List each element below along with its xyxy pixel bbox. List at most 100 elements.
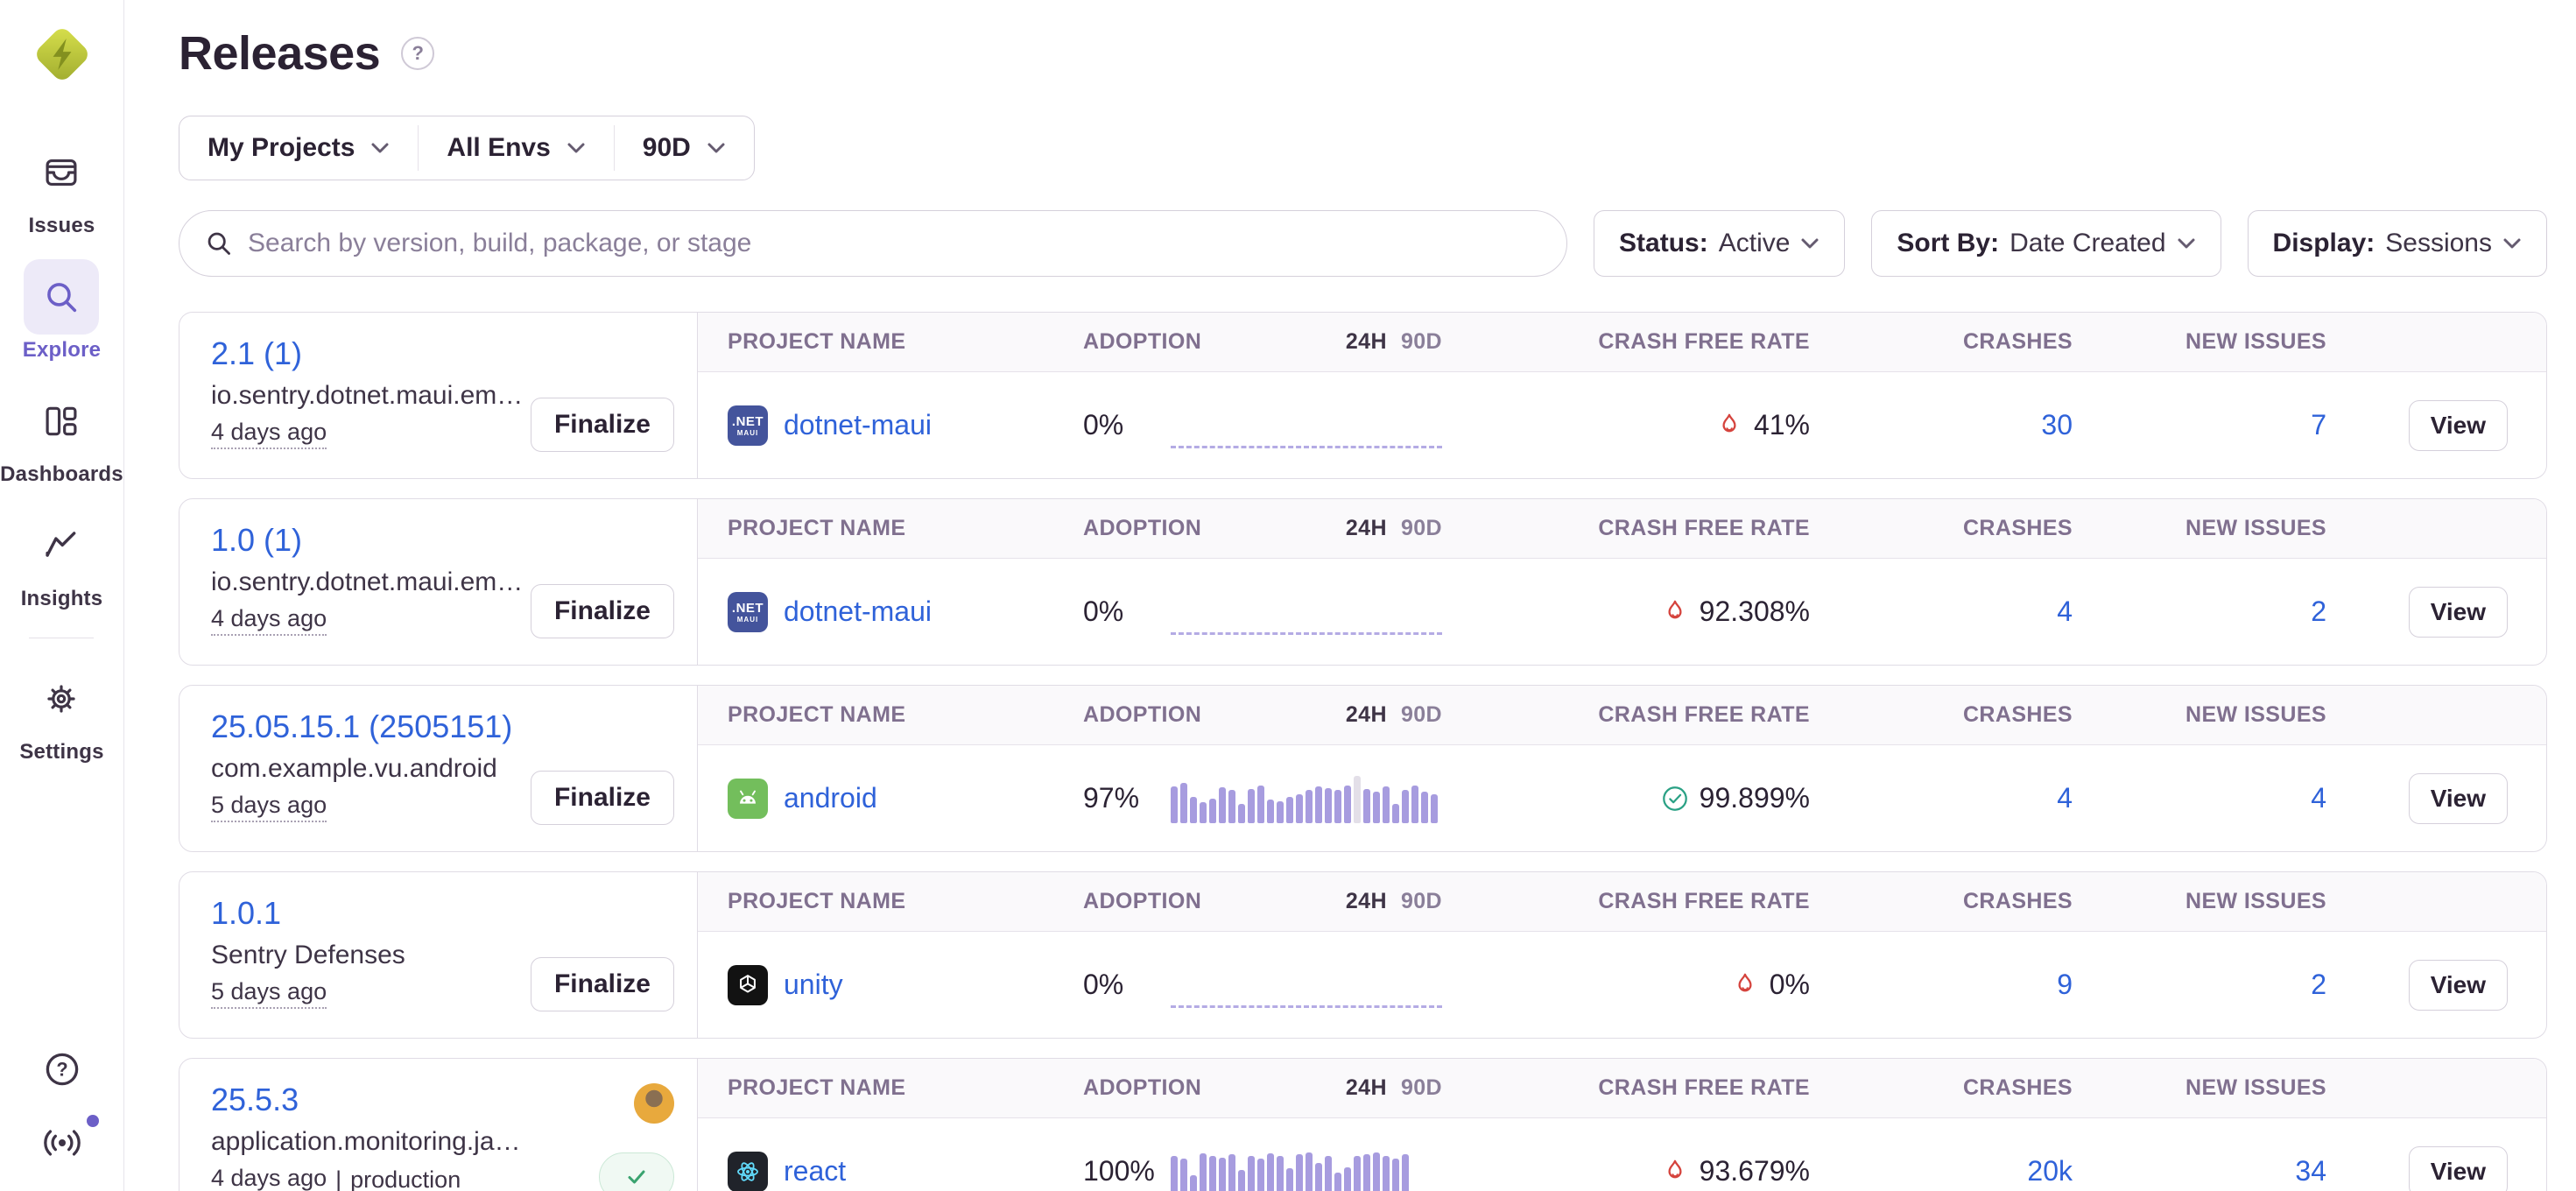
project-filter[interactable]: My Projects <box>179 116 418 180</box>
new-issues-link[interactable]: 7 <box>2311 409 2326 440</box>
toggle-24h[interactable]: 24H <box>1346 329 1387 355</box>
adoption-empty-line <box>1171 632 1442 635</box>
view-button[interactable]: View <box>2409 1146 2508 1191</box>
col-new-issues: NEW ISSUES <box>2073 889 2326 914</box>
adoption-empty-line <box>1171 446 1442 448</box>
display-dropdown[interactable]: Display: Sessions <box>2248 210 2547 277</box>
question-icon[interactable]: ? <box>401 37 434 70</box>
finalize-button[interactable]: Finalize <box>531 398 674 452</box>
col-project-name: PROJECT NAME <box>698 516 1083 541</box>
chevron-down-icon <box>2502 237 2522 250</box>
search-input[interactable] <box>248 229 1540 258</box>
col-adoption: ADOPTION <box>1083 516 1171 541</box>
sidebar-item-settings[interactable]: Settings <box>19 661 103 765</box>
project-link[interactable]: android <box>784 782 877 814</box>
toggle-24h[interactable]: 24H <box>1346 1075 1387 1101</box>
status-dropdown[interactable]: Status: Active <box>1594 210 1845 277</box>
release-package: application.monitoring.ja… <box>211 1127 521 1157</box>
toggle-24h[interactable]: 24H <box>1346 889 1387 914</box>
release-environment: production <box>350 1166 461 1191</box>
sidebar-item-issues[interactable]: Issues <box>24 135 99 238</box>
finalized-badge[interactable] <box>599 1152 674 1191</box>
sidebar-item-explore[interactable]: Explore <box>23 259 101 363</box>
col-project-name: PROJECT NAME <box>698 889 1083 914</box>
release-created: 5 days ago <box>211 978 327 1009</box>
adoption-empty-line <box>1171 1005 1442 1008</box>
release-table: PROJECT NAMEADOPTION24H90DCRASH FREE RAT… <box>698 872 2546 1038</box>
toggle-90d[interactable]: 90D <box>1401 1075 1442 1101</box>
new-issues-link[interactable]: 2 <box>2311 596 2326 627</box>
new-issues-link[interactable]: 2 <box>2311 969 2326 1000</box>
release-version-link[interactable]: 1.0 (1) <box>211 522 302 559</box>
col-crashes: CRASHES <box>1810 329 2073 355</box>
svg-text:?: ? <box>56 1059 67 1081</box>
help-icon[interactable]: ? <box>42 1049 82 1094</box>
adoption-value: 97% <box>1083 782 1171 814</box>
finalize-button[interactable]: Finalize <box>531 957 674 1011</box>
sidebar-nav: Issues Explore Dashboards <box>0 135 123 765</box>
view-button[interactable]: View <box>2409 773 2508 824</box>
sentry-logo-icon[interactable] <box>29 21 95 88</box>
release-card: 1.0.1Sentry Defenses5 days agoFinalize <box>179 872 698 1038</box>
crashes-link[interactable]: 20k <box>2027 1155 2073 1187</box>
finalized-check-icon <box>624 1165 649 1189</box>
view-button[interactable]: View <box>2409 400 2508 451</box>
meta-separator: | <box>335 1166 341 1191</box>
project-link[interactable]: unity <box>784 969 843 1001</box>
toggle-90d[interactable]: 90D <box>1401 329 1442 355</box>
crashes-link[interactable]: 4 <box>2057 596 2073 627</box>
release-version-link[interactable]: 1.0.1 <box>211 895 281 932</box>
gear-icon <box>24 661 99 736</box>
toggle-24h[interactable]: 24H <box>1346 702 1387 728</box>
sidebar-item-insights[interactable]: Insights <box>21 508 103 611</box>
release-created: 4 days ago <box>211 419 327 449</box>
adoption-chart <box>1171 957 1442 1013</box>
release-package: com.example.vu.android <box>211 754 512 784</box>
new-issues-link[interactable]: 34 <box>2295 1155 2326 1187</box>
sidebar-item-dashboards[interactable]: Dashboards <box>0 384 123 487</box>
whats-new-icon[interactable] <box>39 1125 85 1165</box>
col-crash-free-rate: CRASH FREE RATE <box>1442 329 1810 355</box>
adoption-chart <box>1171 771 1442 827</box>
crashes-link[interactable]: 9 <box>2057 969 2073 1000</box>
adoption-bars <box>1171 1147 1442 1191</box>
release-version-link[interactable]: 2.1 (1) <box>211 335 302 372</box>
crashes-link[interactable]: 30 <box>2041 409 2073 440</box>
release-meta: 5 days ago <box>211 792 512 822</box>
date-range-filter[interactable]: 90D <box>615 116 754 180</box>
toggle-90d[interactable]: 90D <box>1401 702 1442 728</box>
new-issues-link[interactable]: 4 <box>2311 782 2326 814</box>
release-row: 1.0.1Sentry Defenses5 days agoFinalizePR… <box>179 871 2547 1039</box>
issues-icon <box>24 135 99 210</box>
search-bar[interactable] <box>179 210 1567 277</box>
environment-filter[interactable]: All Envs <box>419 116 613 180</box>
release-version-link[interactable]: 25.05.15.1 (2505151) <box>211 708 512 745</box>
crash-free-rate: 99.899% <box>1442 782 1810 814</box>
release-row: 25.5.3application.monitoring.ja…4 days a… <box>179 1058 2547 1191</box>
page-filter-bar: My Projects All Envs 90D <box>179 116 755 180</box>
crashes-link[interactable]: 4 <box>2057 782 2073 814</box>
view-button[interactable]: View <box>2409 960 2508 1011</box>
sidebar-footer: ? <box>39 1049 85 1191</box>
finalize-button[interactable]: Finalize <box>531 771 674 825</box>
toggle-90d[interactable]: 90D <box>1401 516 1442 541</box>
col-project-name: PROJECT NAME <box>698 1075 1083 1101</box>
view-button[interactable]: View <box>2409 587 2508 638</box>
release-card: 25.5.3application.monitoring.ja…4 days a… <box>179 1059 698 1191</box>
project-link[interactable]: dotnet-maui <box>784 596 932 628</box>
col-crash-free-rate: CRASH FREE RATE <box>1442 702 1810 728</box>
toggle-90d[interactable]: 90D <box>1401 889 1442 914</box>
main-content: Releases ? My Projects All Envs 90D Stat… <box>124 0 2576 1191</box>
toggle-24h[interactable]: 24H <box>1346 516 1387 541</box>
project-link[interactable]: dotnet-maui <box>784 409 932 441</box>
project-link[interactable]: react <box>784 1155 846 1187</box>
crash-free-rate: 93.679% <box>1442 1155 1810 1187</box>
sort-by-dropdown[interactable]: Sort By: Date Created <box>1871 210 2221 277</box>
finalize-button[interactable]: Finalize <box>531 584 674 638</box>
table-row: .NETMAUIdotnet-maui0%92.308%42View <box>698 559 2546 665</box>
sidebar: Issues Explore Dashboards <box>0 0 124 1191</box>
release-package: io.sentry.dotnet.maui.em… <box>211 567 523 597</box>
sidebar-item-label: Settings <box>19 740 103 765</box>
release-row: 1.0 (1)io.sentry.dotnet.maui.em…4 days a… <box>179 498 2547 666</box>
release-version-link[interactable]: 25.5.3 <box>211 1082 299 1118</box>
